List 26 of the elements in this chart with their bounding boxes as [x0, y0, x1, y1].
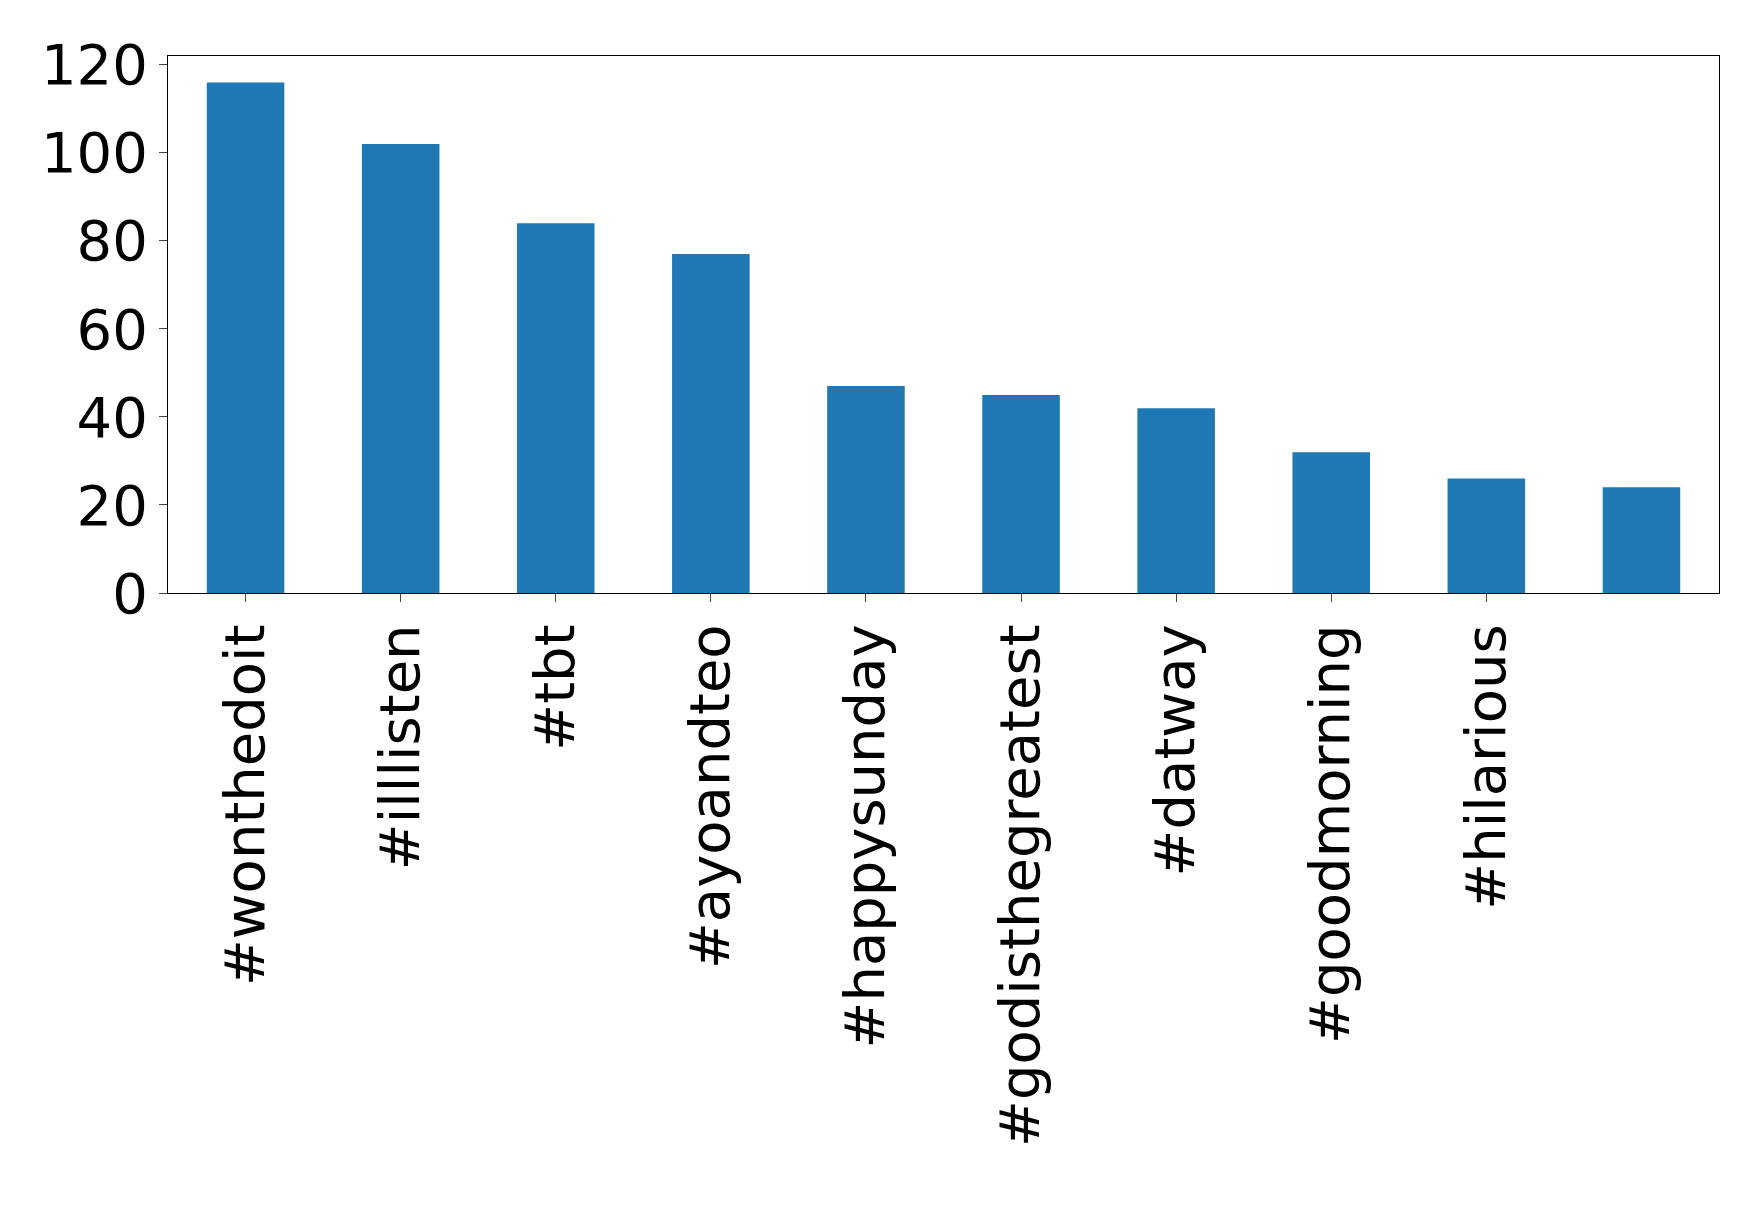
bar	[982, 394, 1060, 593]
bar	[827, 386, 905, 593]
x-tick-label: #wonthedoit	[211, 624, 277, 987]
bar	[516, 223, 595, 593]
y-tick-label: 60	[76, 296, 148, 362]
x-tick-label: #hilarious	[1452, 624, 1518, 910]
x-tick-label: #happysunday	[832, 624, 898, 1049]
y-tick-label: 80	[76, 208, 148, 274]
x-tick-label: #illlisten	[366, 624, 432, 871]
x-tick-label: #godisthegreatest	[987, 624, 1053, 1147]
x-tick-label: #datway	[1142, 624, 1208, 877]
x-tick-label: #goodmorning	[1297, 624, 1363, 1044]
bar	[361, 144, 440, 593]
y-tick-label: 120	[40, 32, 148, 98]
bar	[1137, 408, 1215, 593]
bar	[1602, 487, 1681, 593]
y-tick-label: 100	[40, 120, 148, 186]
x-tick-label: #tbt	[521, 624, 587, 751]
bar	[206, 82, 285, 593]
x-tick-label: #ayoandteo	[677, 624, 743, 970]
bar	[672, 254, 750, 593]
bar	[1292, 452, 1371, 593]
y-tick-label: 20	[76, 472, 148, 538]
y-tick-label: 0	[112, 560, 148, 626]
bar	[1447, 478, 1526, 593]
y-tick-label: 40	[76, 384, 148, 450]
